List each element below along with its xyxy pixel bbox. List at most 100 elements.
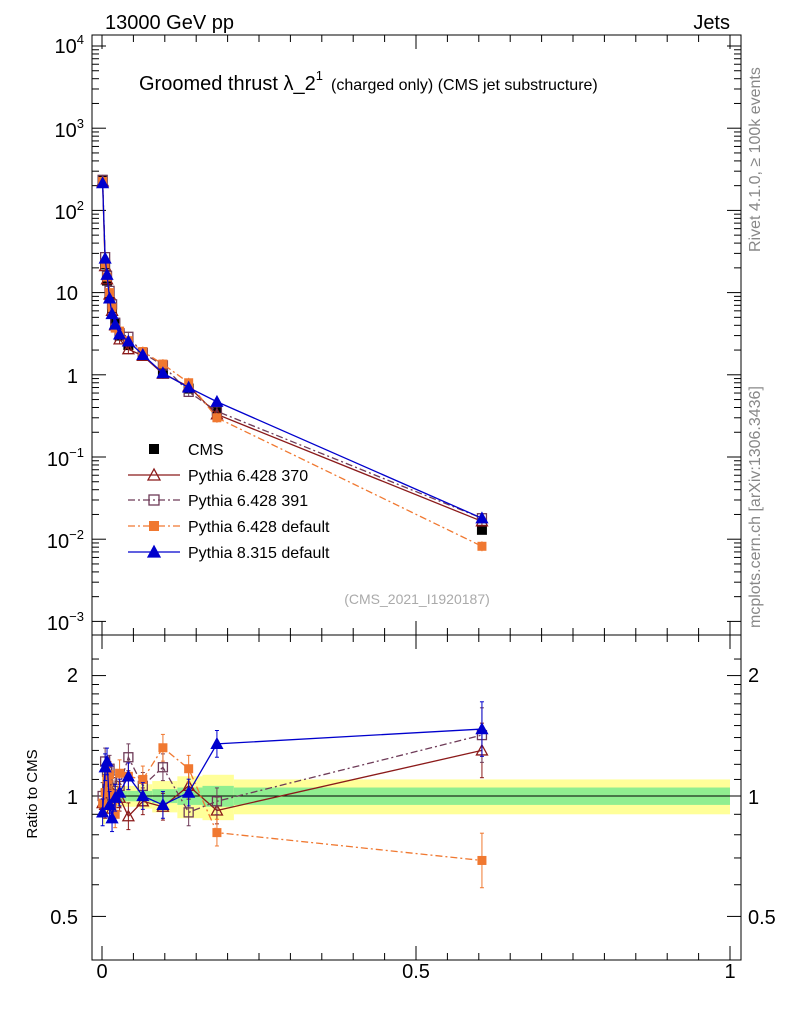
legend-marker-cms [149, 444, 159, 454]
pythia-6-428-default-ratio-point [158, 743, 168, 753]
pythia-8-315-default-ratio-point [136, 789, 150, 802]
main-ytick-exp: −1 [69, 445, 84, 460]
pythia-6-428-391-ratio-point [157, 762, 169, 773]
pythia-8-315-default-ratio-point [475, 722, 489, 735]
plot-title-sub: (charged only) (CMS jet substructure) [331, 77, 598, 94]
pythia-6-428-default-ratio-point [184, 764, 194, 774]
pythia-8-315-default-ratio-point [98, 760, 112, 773]
pythia-6-428-default-ratio-point [110, 809, 120, 819]
main-ytick-base: 10 [55, 120, 77, 142]
pythia-8-315-default-ratio-point [100, 754, 114, 767]
plot-title: Groomed thrust λ_21 (charged only) (CMS j… [139, 68, 598, 95]
pythia-6-428-default-ratio-point [138, 774, 148, 784]
ratio-ytick-label-0.5: 0.5 [50, 907, 78, 929]
main-ytick-base: 10 [55, 202, 77, 224]
cms-data-point [476, 524, 487, 535]
pythia-6-428-default-ratio-point [212, 828, 222, 838]
ratio-right-tick-label-2: 2 [748, 665, 759, 687]
main-ytick-exp: −3 [69, 609, 84, 624]
pythia-8-315-default-point [136, 347, 150, 360]
pythia-8-315-default-point [96, 176, 110, 189]
pythia-8-315-default-point [210, 394, 224, 407]
pythia-6-428-default-point [477, 541, 487, 551]
pythia-6-428-391-ratio-point [183, 807, 194, 818]
pythia-8-315-default-point [105, 307, 119, 320]
main-ytick-exp: 4 [77, 32, 84, 47]
legend-label-p6-370: Pythia 6.428 370 [188, 468, 308, 485]
pythia-6-428-391-ratio-point [211, 796, 223, 807]
ratio-ylabel: Ratio to CMS [24, 749, 41, 838]
pythia-6-428-default-ratio-point [477, 855, 487, 865]
pythia-8-315-default-point [121, 334, 135, 347]
pythia-8-315-default-ratio-point [210, 737, 224, 750]
xtick-label-0.5: 0.5 [402, 961, 430, 983]
pythia-8-315-default-point [102, 291, 117, 304]
main-ytick-label-1e-3: 10−3 [47, 609, 84, 635]
main-ytick-exp: 2 [77, 198, 84, 213]
main-ytick-label-1e4: 104 [55, 32, 84, 58]
pythia-6-428-default-point [212, 413, 222, 423]
legend-label-p6-default: Pythia 6.428 default [188, 519, 330, 536]
xtick-label-0: 0 [96, 961, 107, 983]
pythia-8-315-default-point [108, 317, 122, 330]
pythia-6-428-370-point [121, 342, 135, 355]
pythia-8-315-default-point [98, 251, 112, 264]
pythia-6-428-391-ratio-point [123, 752, 134, 763]
ratio-ytick-label-1: 1 [67, 787, 78, 809]
main-ytick-base: 10 [47, 613, 69, 635]
pythia-8-315-default-point [156, 366, 170, 379]
legend-marker-pythia-6-428-370 [146, 467, 162, 481]
ratio-plot [92, 635, 741, 960]
main-ytick-base: 10 [56, 283, 78, 305]
plot-title-superscript: 1 [316, 68, 323, 83]
pythia-8-315-default-point [182, 380, 196, 393]
pythia-6-428-default-ratio-point [105, 770, 115, 780]
ratio-right-tick-label-1: 1 [748, 787, 759, 809]
pythia-8-315-default-point [100, 267, 114, 280]
analysis-id: (CMS_2021_I1920187) [344, 591, 490, 607]
main-ytick-label-1e-1: 10−1 [47, 445, 84, 471]
pythia-8-315-default-ratio-point [121, 769, 135, 782]
main-ytick-label-1e2: 102 [55, 198, 84, 224]
legend-marker-pythia-6-428-391 [148, 494, 160, 506]
plot-title-main: Groomed thrust λ_2 [139, 73, 316, 95]
header-jets-label: Jets [693, 12, 730, 34]
legend-marker-pythia-6-428-default [149, 521, 159, 531]
main-ytick-exp: −2 [69, 527, 84, 542]
pythia-8-315-default-ratio-point [112, 785, 127, 798]
pythia-6-428-default-ratio-point [102, 774, 112, 784]
main-ytick-label-1e-2: 10−2 [47, 527, 84, 553]
ratio-ytick-label-2: 2 [67, 665, 78, 687]
pythia-8-315-default-ratio-point [156, 798, 170, 811]
xtick-label-1: 1 [724, 961, 735, 983]
pythia-8-315-default-point [112, 327, 127, 340]
legend-marker-pythia-8-315-default [146, 544, 162, 558]
legend-label-cms: CMS [188, 442, 224, 459]
pythia-8-315-default-ratio-point [182, 785, 196, 798]
pythia-6-428-default-ratio-point [115, 768, 125, 778]
main-ytick-base: 10 [47, 449, 69, 471]
pythia-6-428-370-ratio-point [121, 809, 135, 822]
main-ytick-base: 10 [47, 531, 69, 553]
main-ytick-label-1e1: 10 [56, 283, 78, 305]
main-ytick-base: 1 [67, 366, 78, 388]
pythia-6-428-default-point [158, 359, 168, 369]
legend-label-p6-391: Pythia 6.428 391 [188, 493, 308, 510]
main-ytick-label-1e0: 1 [67, 366, 78, 388]
main-ytick-label-1e3: 103 [55, 116, 84, 142]
main-ytick-base: 10 [55, 36, 77, 58]
ratio-plot-frame [91, 634, 742, 961]
ratio-right-tick-label-0.5: 0.5 [748, 907, 776, 929]
legend-label-p8-default: Pythia 8.315 default [188, 545, 330, 562]
pythia-6-428-default-ratio-point [107, 789, 117, 799]
main-ytick-exp: 3 [77, 116, 84, 131]
main-plot [92, 35, 741, 635]
pythia-8-315-default-point [475, 511, 489, 524]
rivet-label: Rivet 4.1.0, ≥ 100k events [747, 67, 764, 252]
pythia-8-315-default-ratio-point [96, 805, 110, 818]
header-beam-label: 13000 GeV pp [105, 12, 234, 34]
mcplots-label: mcplots.cern.ch [arXiv:1306.3436] [747, 386, 764, 628]
legend: CMS Pythia 6.428 370 Pythia 6.428 391 Py… [128, 442, 330, 562]
pythia-8-315-default-ratio-point [105, 811, 119, 824]
